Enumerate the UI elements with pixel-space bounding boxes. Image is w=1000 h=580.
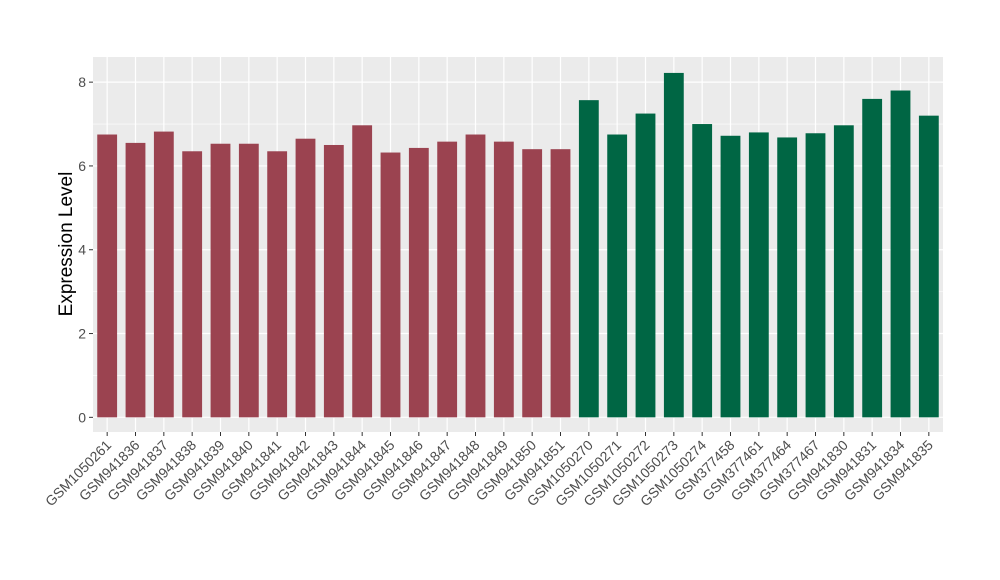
plot-panel [93,57,943,432]
bar-GSM941837 [153,131,174,418]
bar-GSM941850 [522,149,543,418]
y-tick-label: 0 [78,409,86,425]
bar-GSM941847 [437,141,458,418]
bar-GSM377467 [805,133,826,418]
bar-GSM941838 [182,151,203,418]
bar-GSM941835 [918,115,939,418]
bar-GSM1050274 [692,124,713,418]
bar-GSM941848 [465,134,486,418]
bar-GSM377461 [748,132,769,418]
bar-GSM1050273 [663,72,684,418]
y-axis: 0 2 4 6 8 [78,74,93,425]
bar-GSM941846 [408,147,429,418]
bar-GSM941839 [210,143,231,418]
bar-GSM1050261 [97,134,118,418]
bar-GSM377458 [720,135,741,418]
bar-GSM941844 [352,125,373,418]
y-tick-label: 4 [78,242,86,258]
bar-GSM941830 [833,125,854,418]
bar-GSM941845 [380,152,401,418]
x-axis: GSM1050261GSM941836GSM941837GSM941838GSM… [42,432,936,509]
bar-GSM941843 [323,144,344,418]
bar-GSM941849 [493,141,514,418]
bar-GSM1050270 [578,100,599,418]
bar-GSM941840 [238,143,259,418]
y-tick-label: 8 [78,74,86,90]
y-axis-label: Expression Level [56,172,77,317]
bar-GSM1050271 [607,134,628,418]
bar-GSM941834 [890,90,911,418]
bar-GSM941841 [267,151,288,418]
bar-GSM941836 [125,142,146,418]
bar-GSM1050272 [635,113,656,418]
bar-GSM941842 [295,138,316,418]
y-tick-label: 6 [78,158,86,174]
bar-GSM377464 [777,137,798,418]
y-tick-label: 2 [78,326,86,342]
bar-GSM941851 [550,149,571,418]
bar-GSM941831 [862,98,883,418]
bars [97,72,939,418]
